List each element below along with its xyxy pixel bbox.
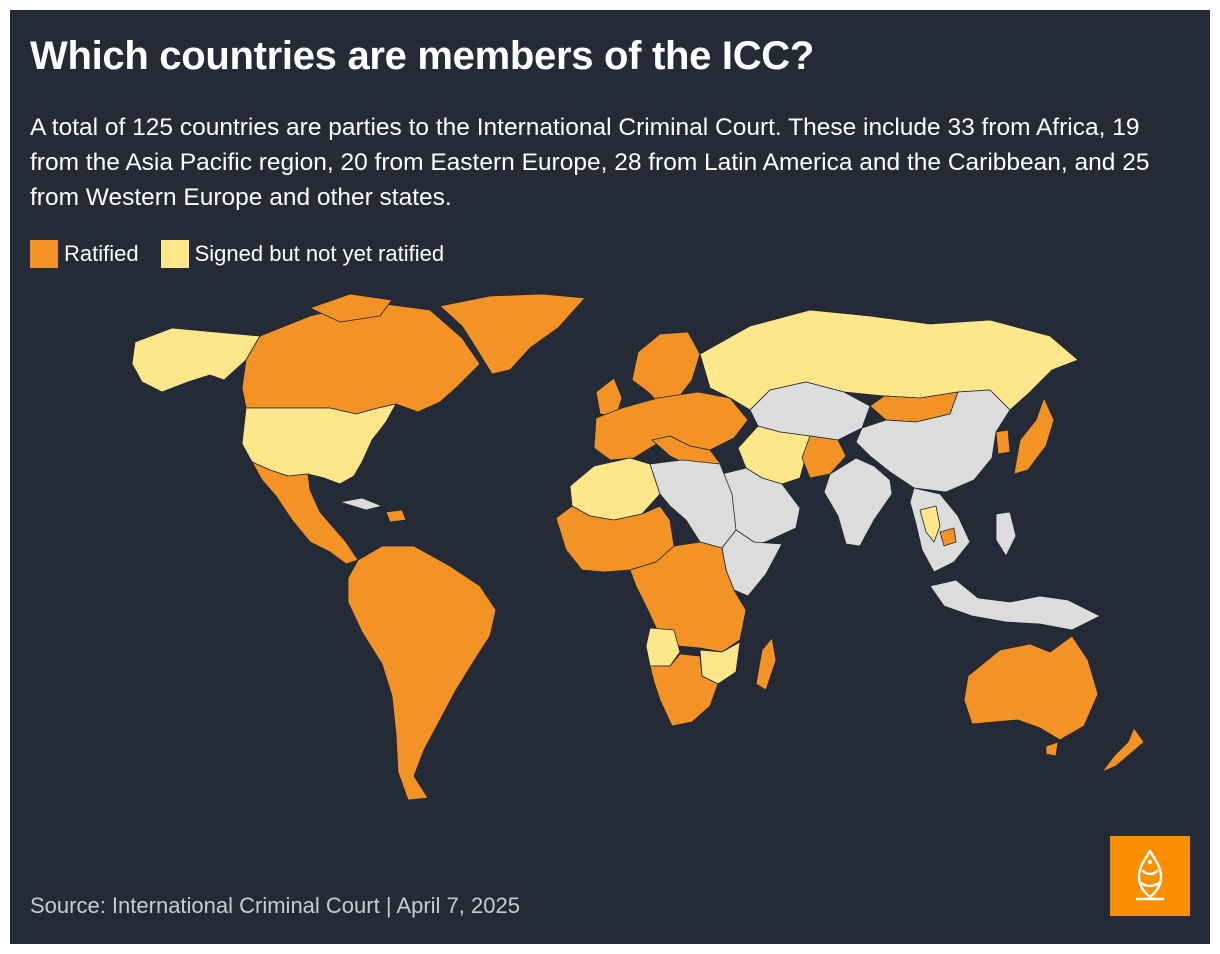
legend-swatch-signed <box>160 240 189 268</box>
map-region-central-east-africa <box>629 541 747 653</box>
map-region-korea <box>995 429 1011 455</box>
map-region-cambodia <box>939 527 957 547</box>
map-region-scandinavia <box>631 331 701 405</box>
map-region-philippines <box>995 511 1017 557</box>
map-region-india <box>823 457 893 547</box>
map-region-australia <box>963 635 1099 741</box>
legend-label-ratified: Ratified <box>64 241 139 266</box>
legend: Ratified Signed but not yet ratified <box>30 240 466 268</box>
map-region-alaska <box>131 327 261 393</box>
legend-item-ratified: Ratified <box>30 240 139 268</box>
map-region-mexico-central-america <box>251 461 359 565</box>
map-region-arctic-islands <box>309 293 393 323</box>
map-region-madagascar <box>755 637 777 691</box>
map-region-caribbean <box>385 509 407 523</box>
map-region-tasmania <box>1045 741 1059 757</box>
map-region-uk-ireland <box>595 377 623 417</box>
map-region-canada <box>241 301 481 415</box>
map-region-north-africa-west <box>569 457 661 521</box>
map-region-southern-africa <box>649 653 719 727</box>
infographic-card: Which countries are members of the ICC? … <box>10 10 1210 944</box>
map-region-cuba <box>339 497 383 511</box>
map-region-west-africa <box>555 505 675 573</box>
legend-item-signed: Signed but not yet ratified <box>160 240 445 268</box>
map-region-japan <box>1013 397 1055 475</box>
map-region-southeast-asia <box>909 487 971 573</box>
map-region-new-zealand <box>1101 727 1145 773</box>
al-jazeera-logo <box>1110 836 1190 916</box>
subtitle: A total of 125 countries are parties to … <box>30 114 1150 211</box>
source-note: Source: International Criminal Court | A… <box>30 893 520 918</box>
al-jazeera-logo-icon <box>1135 849 1165 901</box>
map-region-thailand <box>919 505 941 543</box>
legend-label-signed: Signed but not yet ratified <box>194 241 445 266</box>
page-title: Which countries are members of the ICC? <box>30 34 815 78</box>
map-region-greenland <box>439 293 586 375</box>
legend-swatch-ratified <box>30 240 58 268</box>
map-region-china <box>855 389 1011 493</box>
map-region-south-america <box>347 545 497 801</box>
world-map <box>131 293 1145 801</box>
map-region-indonesia <box>929 579 1101 631</box>
map-region-russia <box>699 309 1079 411</box>
